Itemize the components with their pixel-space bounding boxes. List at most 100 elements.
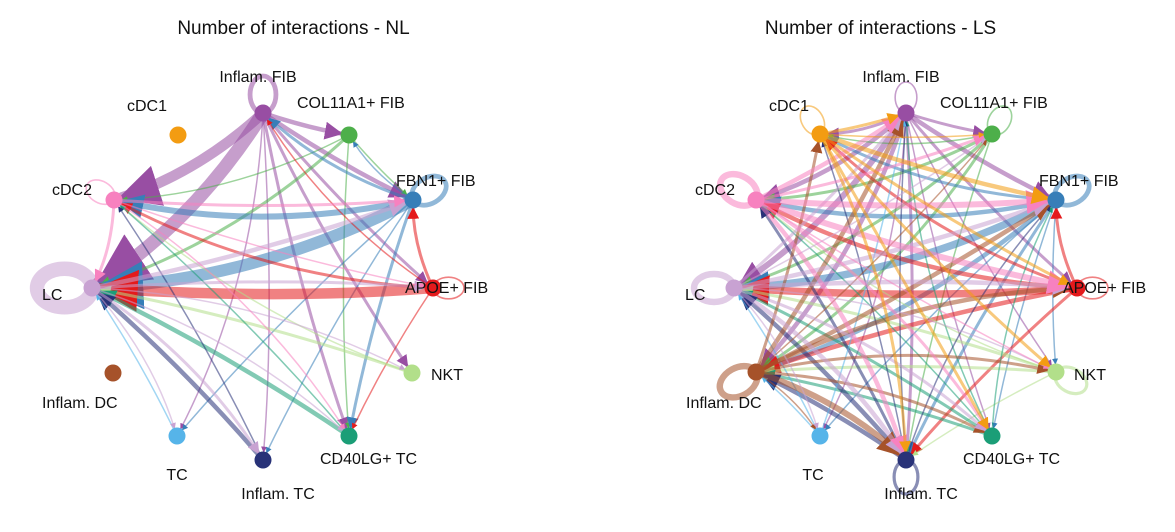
edge-fbn1_fib-to-inflam_tc [907,198,1058,455]
node-label-cd40lg_tc: CD40LG+ TC [963,451,1060,468]
edge-cdc2-to-fbn1_fib [753,190,1052,215]
edge-cdc1-to-col11a1_fib [819,131,985,138]
edge-lc-to-tc [733,287,819,430]
edge-tc-to-lc [95,293,178,437]
edge-cdc2-to-cd40lg_tc [113,199,346,431]
edge-lc-to-cd40lg_tc [732,286,988,433]
edge-nkt-to-lc [740,285,1058,374]
edge-cd40lg_tc-to-cdc2 [119,204,350,437]
edge-cdc1-to-fbn1_fib [817,131,1051,204]
node-fbn1_fib [1047,191,1065,209]
edge-fbn1_fib-to-cd40lg_tc [991,199,1057,429]
edge-fbn1_fib-to-inflam_fib [267,116,415,202]
node-label-col11a1_fib: COL11A1+ FIB [940,95,1048,112]
edge-inflam_fib-to-apoe_fib [261,111,429,285]
node-label-cdc2: cDC2 [52,182,92,199]
edge-inflam_tc-to-lc [95,291,266,463]
node-cdc2 [105,191,123,209]
node-label-tc: TC [166,467,187,484]
node-cd40lg_tc [983,427,1001,445]
node-label-inflam_fib: Inflam. FIB [862,69,939,86]
node-inflam_fib [254,104,272,122]
edge-cdc1-to-inflam_tc [818,132,912,454]
edge-fbn1_fib-to-cdc1 [825,136,1058,202]
node-label-inflam_tc: Inflam. TC [241,486,315,503]
edge-col11a1_fib-to-cdc2 [762,132,994,205]
node-lc [725,279,743,297]
edge-cd40lg_tc-to-lc [96,289,352,439]
node-lc [83,279,101,297]
edge-inflam_dc-to-tc [755,371,817,431]
edge-lc-to-tc [91,287,176,430]
edge-cdc1-to-apoe_fib [818,132,1072,286]
edge-cdc2-to-lc [94,198,116,283]
edge-apoe_fib-to-lc [94,269,439,312]
node-label-col11a1_fib: COL11A1+ FIB [297,95,405,112]
edge-inflam_fib-to-lc [737,110,909,287]
node-inflam_dc [104,364,122,382]
node-label-cdc1: cDC1 [769,98,809,115]
edge-apoe_fib-to-cdc1 [824,137,1079,290]
panel-title: Number of interactions - NL [177,18,410,39]
edge-cdc2-to-inflam_fib [753,115,902,203]
edge-apoe_fib-to-inflam_fib [266,119,434,289]
node-label-lc: LC [42,287,62,304]
edge-cdc1-to-nkt [818,132,1052,369]
edge-col11a1_fib-to-cdc2 [121,134,350,203]
edge-cdc2-to-fbn1_fib [112,195,407,208]
edge-lc-to-nkt [91,287,406,371]
edge-lc-to-fbn1_fib [89,199,408,291]
node-inflam_fib [897,104,915,122]
edge-apoe_fib-to-inflam_dc [761,285,1080,373]
edge-cdc2-to-apoe_fib [753,197,1073,295]
node-apoe_fib [424,279,442,297]
node-label-lc: LC [685,287,705,304]
edge-lc-to-apoe_fib [90,280,427,293]
node-cd40lg_tc [340,427,358,445]
edge-inflam_fib-to-nkt [261,111,410,368]
node-group [83,104,442,469]
edge-inflam_dc-to-inflam_fib [753,117,905,375]
edge-lc-to-apoe_fib [731,277,1072,296]
node-tc [168,427,186,445]
network-panel-ls: Number of interactions - LS Inflam. FIB C… [587,0,1174,532]
node-nkt [1047,363,1065,381]
node-label-fbn1_fib: FBN1+ FIB [1039,173,1119,190]
node-cdc2 [747,191,765,209]
node-label-inflam_dc: Inflam. DC [42,395,118,412]
node-label-inflam_dc: Inflam. DC [686,395,762,412]
edge-inflam_fib-to-cd40lg_tc [261,111,349,430]
edge-lc-to-fbn1_fib [731,199,1051,291]
edge-fbn1_fib-to-cd40lg_tc [346,198,415,430]
node-label-fbn1_fib: FBN1+ FIB [396,173,476,190]
node-col11a1_fib [983,125,1001,143]
node-cdc1 [169,126,187,144]
edge-cd40lg_tc-to-fbn1_fib [991,206,1054,437]
edge-inflam_tc-to-fbn1_fib [905,205,1052,461]
node-inflam_tc [254,451,272,469]
edge-fbn1_fib-to-cdc2 [761,196,1059,219]
edge-lc-to-cd40lg_tc [91,287,344,432]
node-nkt [403,364,421,382]
edge-nkt-to-inflam_dc [762,364,1058,377]
node-fbn1_fib [404,191,422,209]
edge-tc-to-inflam_fib [819,120,907,437]
edge-nkt-to-cdc2 [119,204,413,374]
edge-nkt-to-lc [98,285,414,375]
panel-title: Number of interactions - LS [764,18,997,39]
edge-lc-to-inflam_tc [90,286,261,455]
edge-apoe_fib-to-cd40lg_tc [351,287,434,430]
edge-group [690,81,1109,496]
node-label-apoe_fib: APOE+ FIB [405,280,488,297]
edge-fbn1_fib-to-cdc2 [118,194,416,220]
node-cdc1 [811,125,829,143]
edge-inflam_fib-to-inflam_dc [759,110,909,369]
edge-inflam_dc-to-nkt [754,353,1050,374]
edge-inflam_dc-to-apoe_fib [753,280,1072,375]
node-tc [811,427,829,445]
node-inflam_tc [897,451,915,469]
edge-group [29,73,465,463]
